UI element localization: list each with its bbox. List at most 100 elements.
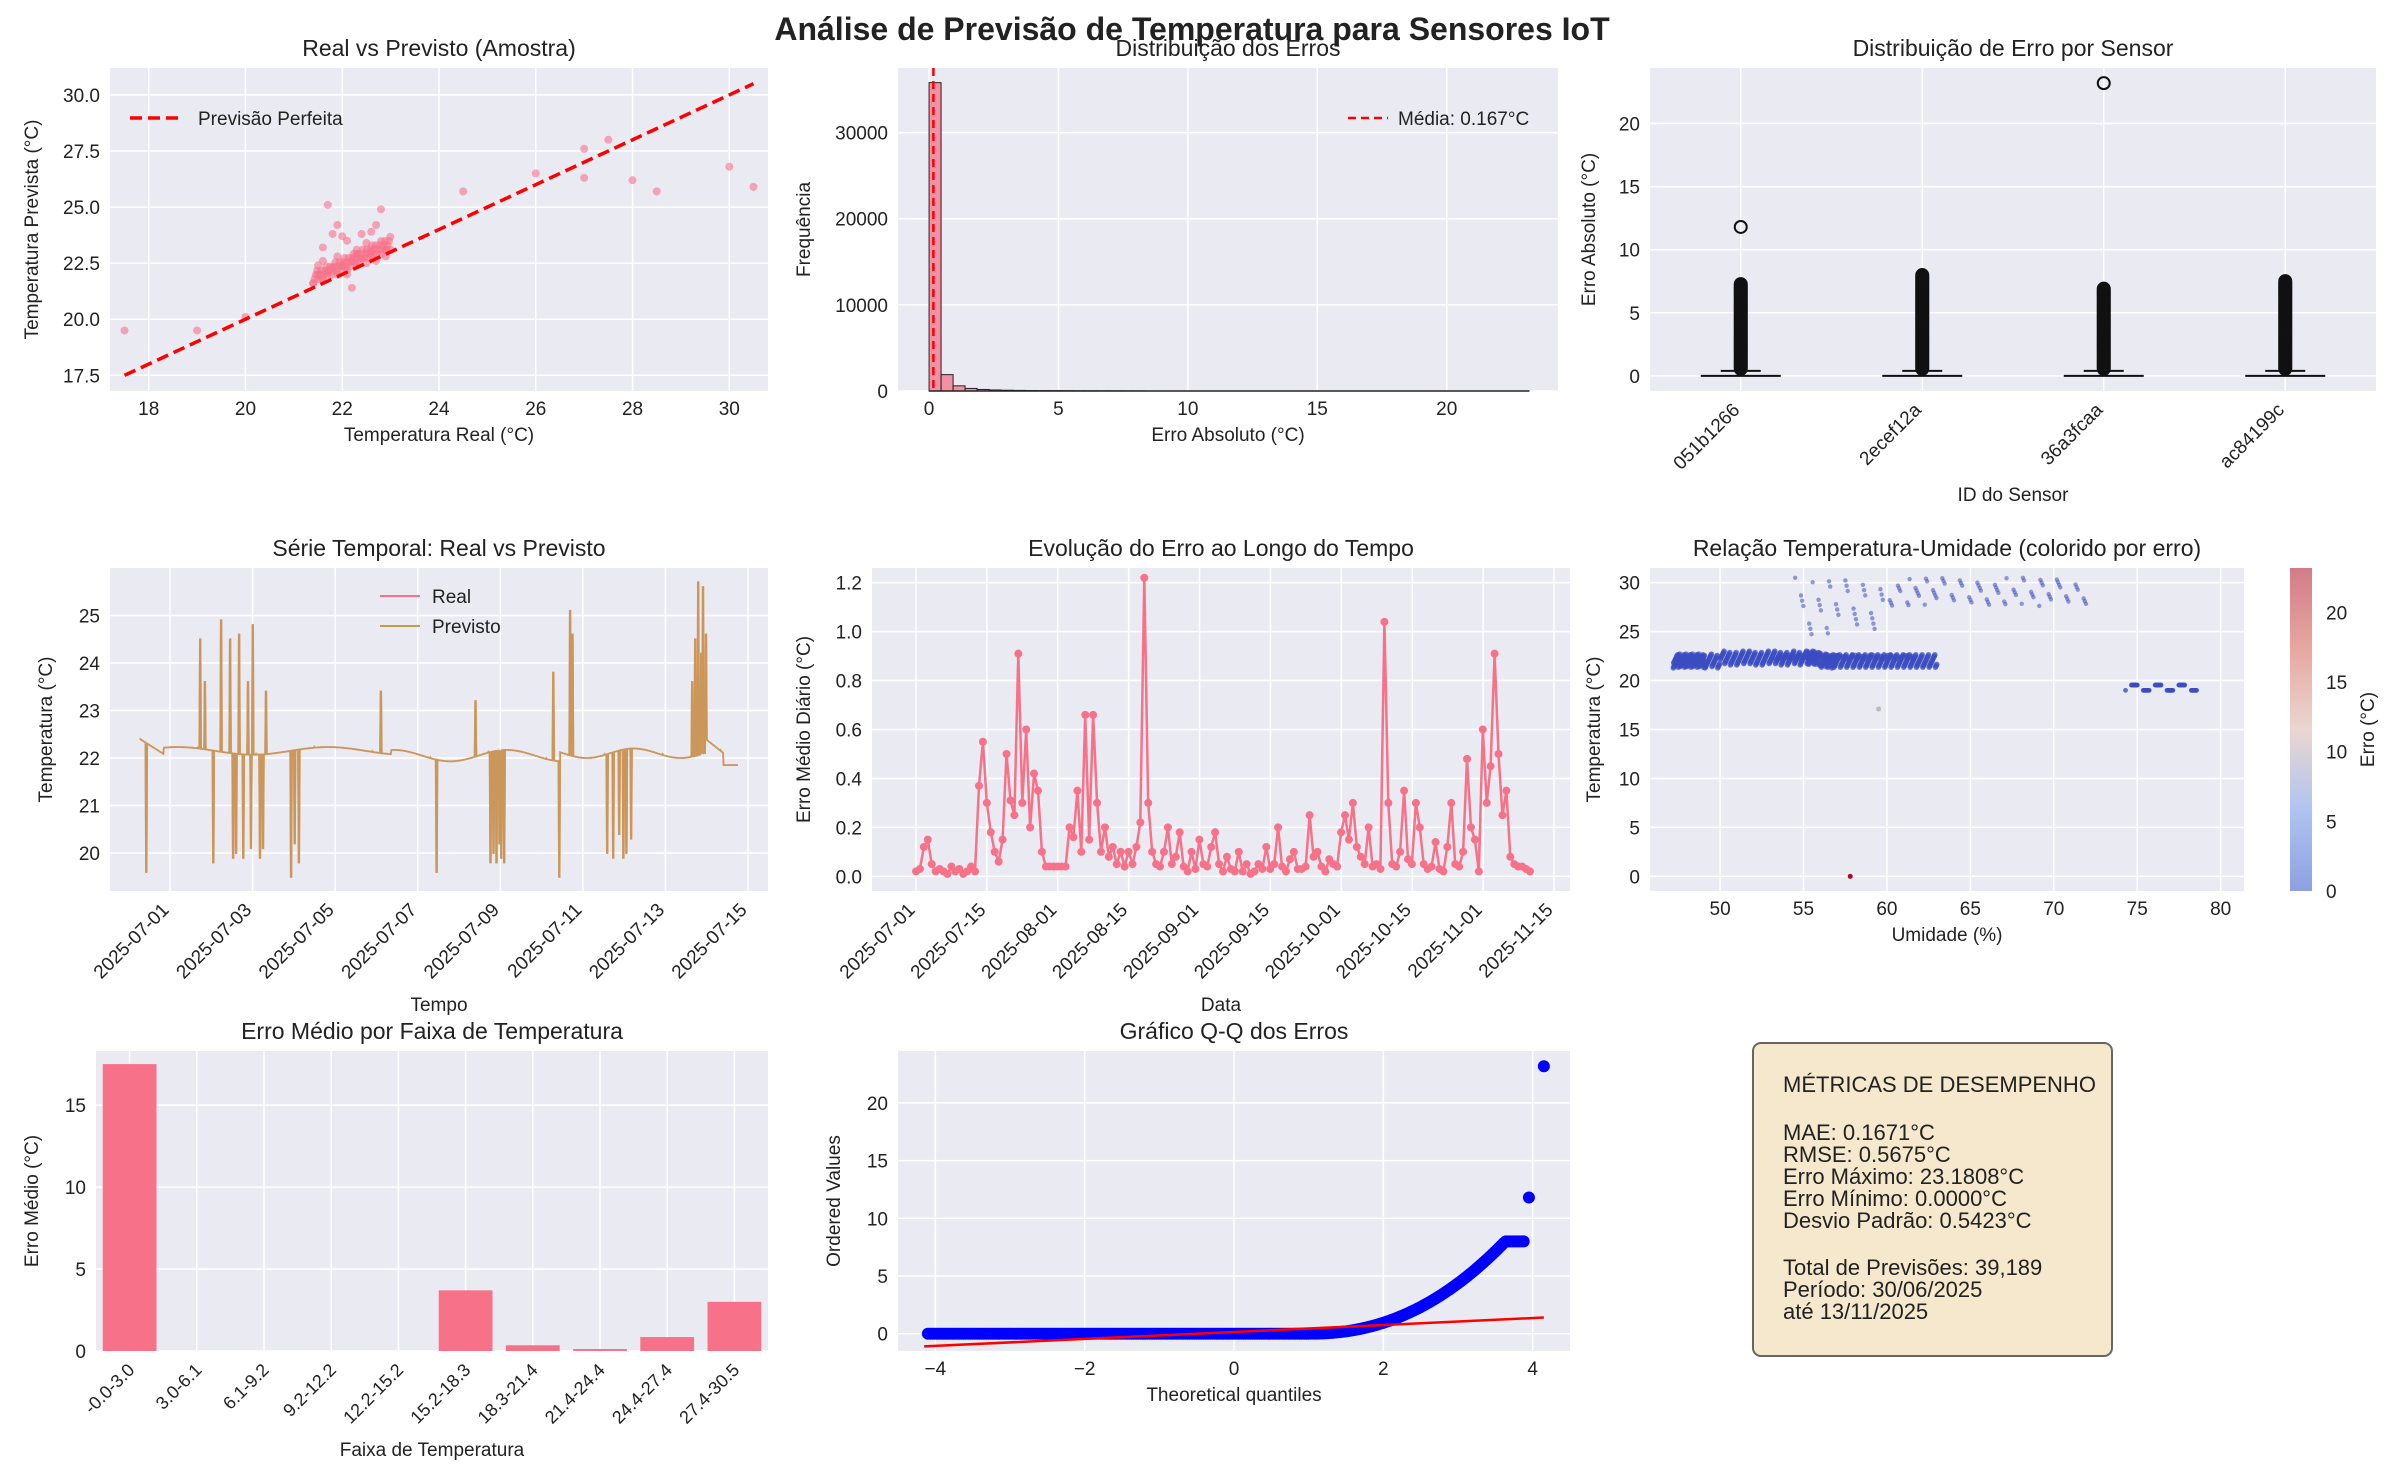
y-tick-label: 10: [1619, 769, 1640, 790]
x-tick-label: 24: [428, 399, 450, 420]
data-point: [2054, 577, 2059, 582]
data-point: [1313, 847, 1322, 856]
data-point: [1490, 649, 1499, 658]
y-tick-label: 17.5: [63, 366, 100, 387]
data-point: [652, 187, 661, 196]
chart-title: Evolução do Erro ao Longo do Tempo: [1028, 535, 1414, 561]
data-point: [1957, 578, 1963, 583]
data-point: [1407, 860, 1416, 869]
data-point: [376, 205, 385, 214]
data-point: [1791, 648, 1797, 654]
data-point: [1061, 862, 1070, 871]
data-point: [1856, 655, 1862, 661]
data-point: [1708, 651, 1715, 657]
bar: [640, 1337, 695, 1351]
x-tick-label: −2: [1074, 1359, 1096, 1380]
x-tick-label: 051b1266: [1670, 400, 1745, 475]
x-tick-label: 10: [1177, 399, 1198, 420]
colorbar: [2290, 568, 2312, 891]
data-point: [1187, 847, 1196, 856]
metrics-line: MAE: 0.1671°C: [1783, 1120, 1935, 1145]
data-point: [1108, 842, 1117, 851]
data-point: [1874, 655, 1879, 661]
data-point: [1348, 798, 1357, 807]
chart-title: Série Temporal: Real vs Previsto: [272, 535, 605, 561]
data-point: [343, 236, 352, 245]
metrics-line: Erro Máximo: 23.1808°C: [1783, 1164, 2024, 1189]
data-point: [1853, 652, 1858, 658]
y-tick-label: 20.0: [63, 310, 100, 331]
metrics-line: Período: 30/06/2025: [1783, 1277, 1982, 1302]
data-point: [1888, 652, 1894, 658]
data-point: [974, 781, 983, 790]
data-point: [1034, 786, 1043, 795]
data-point: [1752, 649, 1758, 656]
colorbar-tick-label: 15: [2326, 673, 2347, 694]
data-point: [1693, 652, 1700, 658]
x-tick-label: 2025-09-01: [1120, 900, 1204, 984]
y-axis-label: Ordered Values: [824, 1135, 845, 1267]
histogram-bar: [952, 385, 966, 392]
x-tick-label: 2ecef12a: [1856, 399, 1926, 469]
legend-label: Média: 0.167°C: [1398, 109, 1529, 130]
outlier-point: [2278, 274, 2293, 289]
x-tick-label: −4: [924, 1359, 946, 1380]
data-point: [1700, 652, 1706, 658]
x-tick-label: 20: [1436, 399, 1457, 420]
data-point: [1396, 847, 1405, 856]
data-point: [1863, 656, 1869, 662]
data-point: [1156, 862, 1165, 871]
error-by-sensor-boxplot: 0 5 10 15 20 Distribuição de Erro por Sensor I…: [1579, 35, 2376, 506]
data-point: [1289, 847, 1298, 856]
data-point: [978, 737, 987, 746]
data-point: [1808, 626, 1813, 632]
x-tick-label: 15: [1307, 399, 1328, 420]
data-point: [372, 221, 381, 230]
x-axis-label: ID do Sensor: [1958, 485, 2070, 506]
data-point: [1238, 867, 1247, 876]
data-point: [1148, 847, 1157, 856]
bar: [505, 1345, 560, 1351]
x-tick-label: 65: [1960, 899, 1981, 920]
error-by-temperature-range-chart: 0 5 10 15 Erro Médio por Faixa de Temperatur…: [22, 1018, 768, 1461]
data-point: [1860, 582, 1866, 588]
chart-title: Real vs Previsto (Amostra): [302, 35, 576, 61]
data-point: [1301, 862, 1310, 871]
x-tick-label: 2025-07-07: [338, 900, 422, 984]
x-axis-label: Temperatura Real (°C): [344, 425, 534, 446]
metrics-line: RMSE: 0.5675°C: [1783, 1142, 1951, 1167]
plot-area: [898, 68, 1558, 391]
qq-point: [1522, 1191, 1535, 1204]
data-point: [1392, 862, 1401, 871]
data-point: [1828, 584, 1833, 589]
data-point: [1104, 852, 1113, 861]
data-point: [1250, 867, 1259, 876]
data-point: [1344, 835, 1353, 844]
data-point: [1234, 847, 1243, 856]
x-tick-label: 2025-10-01: [1261, 900, 1345, 984]
x-tick-label: 2025-07-03: [173, 900, 257, 984]
data-point: [1949, 592, 1954, 598]
y-tick-label: 0: [877, 1325, 888, 1346]
x-tick-label: -0.0-3.0: [80, 1360, 138, 1418]
timeseries-chart: 20 21 22 23 24 25 Série Temporal: Real vs Prev…: [36, 535, 768, 1016]
data-point: [1073, 786, 1082, 795]
x-tick-label: 2025-07-01: [90, 900, 174, 984]
data-point: [749, 182, 758, 191]
data-point: [1274, 823, 1283, 832]
data-point: [1836, 612, 1841, 617]
y-tick-label: 1.0: [836, 623, 862, 644]
data-point: [1863, 593, 1868, 598]
daily-error-chart: 0.0 0.2 0.4 0.6 0.8 1.0 1.2 Evolução do Erro ao…: [794, 535, 1570, 1016]
data-point: [1818, 608, 1824, 613]
x-tick-label: 26: [525, 399, 546, 420]
y-tick-label: 30.0: [63, 86, 100, 107]
data-point: [1878, 587, 1883, 592]
data-point: [990, 847, 999, 856]
data-point: [2020, 575, 2026, 580]
metrics-line: Total de Previsões: 39,189: [1783, 1255, 2042, 1280]
data-point: [1065, 823, 1074, 832]
data-point: [2046, 591, 2051, 597]
